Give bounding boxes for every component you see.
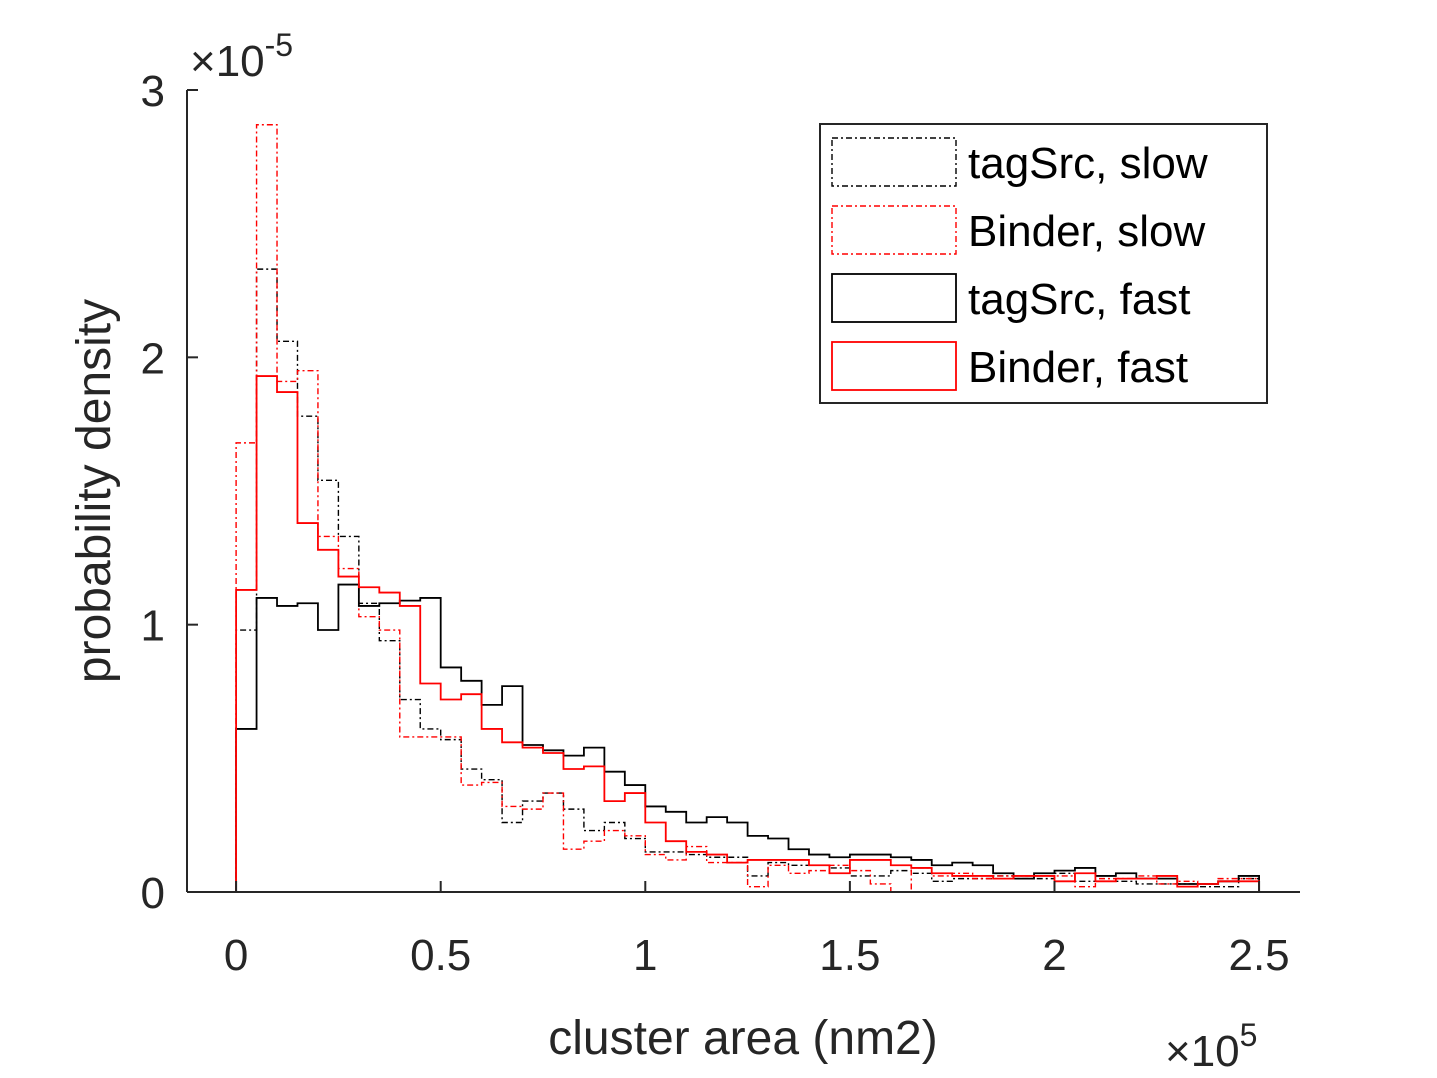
y-tick-label: 1 <box>141 602 165 651</box>
legend-label: tagSrc, fast <box>968 275 1191 324</box>
x-multiplier-exponent: 5 <box>1240 1017 1258 1053</box>
y-multiplier: ×10-5 <box>190 27 293 86</box>
legend-label: Binder, fast <box>968 343 1188 392</box>
series-4-histogram <box>235 375 1260 892</box>
x-tick-label: 0.5 <box>410 931 471 980</box>
legend-swatch <box>831 341 957 391</box>
legend-label: tagSrc, slow <box>968 139 1208 188</box>
x-tick-label: 2 <box>1042 931 1066 980</box>
y-tick-label: 2 <box>141 334 165 383</box>
x-axis-label: cluster area (nm2) <box>548 1012 937 1065</box>
y-tick-label: 0 <box>141 869 165 918</box>
legend-swatch <box>831 205 957 255</box>
legend-swatch <box>831 273 957 323</box>
x-tick-label: 1.5 <box>819 931 880 980</box>
x-multiplier-base: ×10 <box>1165 1027 1240 1076</box>
ticks-layer: 0 0.5 1 1.5 2 2.5 0 1 2 3 <box>141 67 1290 980</box>
y-axis-label: probability density <box>68 299 121 683</box>
x-tick-label: 0 <box>224 931 248 980</box>
legend-items: tagSrc, slow Binder, slow tagSrc, fast Bind… <box>831 137 1208 392</box>
legend: tagSrc, slow Binder, slow tagSrc, fast Bind… <box>819 123 1268 404</box>
y-tick-label: 3 <box>141 67 165 116</box>
legend-box <box>819 123 1268 404</box>
series-layer <box>235 124 1260 893</box>
legend-swatch <box>831 137 957 187</box>
y-multiplier-exponent: -5 <box>265 27 293 63</box>
x-tick-label: 1 <box>633 931 657 980</box>
legend-label: Binder, slow <box>968 207 1205 256</box>
x-multiplier: ×105 <box>1165 1017 1257 1076</box>
y-multiplier-base: ×10 <box>190 37 265 86</box>
series-2-histogram <box>235 124 1260 893</box>
x-tick-label: 2.5 <box>1228 931 1289 980</box>
